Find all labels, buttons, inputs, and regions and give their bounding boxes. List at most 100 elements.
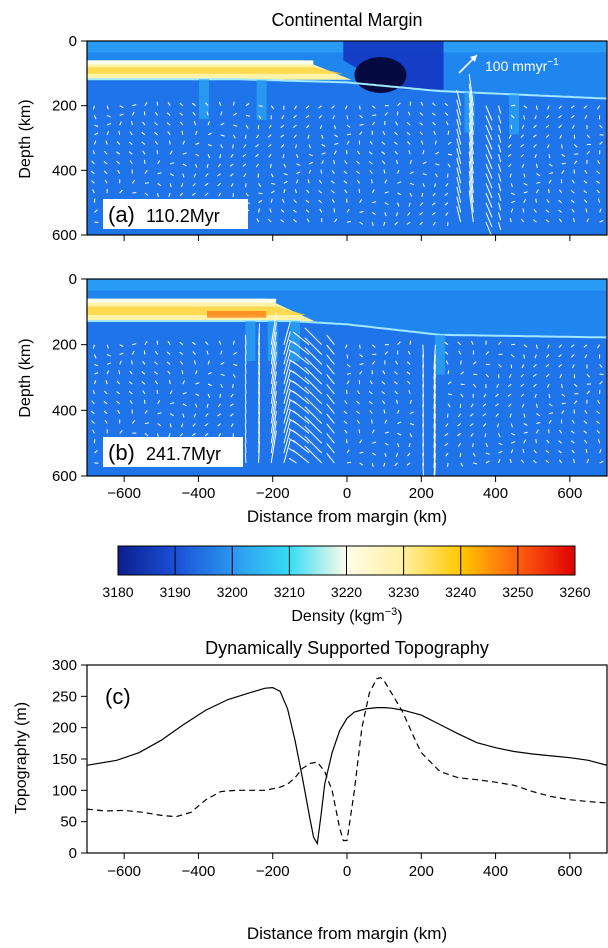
velocity-arrow xyxy=(292,380,310,395)
velocity-arrow xyxy=(456,186,462,203)
velocity-arrow xyxy=(384,419,388,424)
velocity-arrow xyxy=(432,121,436,126)
velocity-arrow xyxy=(144,432,149,437)
velocity-arrow xyxy=(206,403,209,408)
velocity-arrow xyxy=(244,383,247,394)
velocity-arrow xyxy=(548,419,552,424)
velocity-arrow xyxy=(422,423,424,437)
velocity-arrow xyxy=(482,423,487,427)
velocity-arrow xyxy=(507,144,512,148)
velocity-arrow xyxy=(304,386,323,405)
velocity-arrow xyxy=(204,432,209,437)
velocity-arrow xyxy=(292,420,310,434)
velocity-arrow xyxy=(232,384,234,389)
velocity-arrow xyxy=(344,105,348,110)
velocity-arrow xyxy=(220,111,223,116)
velocity-arrow xyxy=(179,360,184,365)
velocity-arrow xyxy=(395,121,398,126)
velocity-arrow xyxy=(154,122,158,126)
velocity-arrow xyxy=(445,212,449,216)
velocity-arrow xyxy=(258,441,260,463)
velocity-arrow xyxy=(304,327,323,346)
velocity-arrow xyxy=(205,341,209,346)
velocity-arrow xyxy=(242,153,247,158)
velocity-arrow xyxy=(321,152,326,155)
velocity-arrow xyxy=(508,403,512,408)
velocity-arrow xyxy=(206,350,209,355)
velocity-arrow xyxy=(92,429,95,434)
velocity-arrow xyxy=(383,221,386,226)
velocity-arrow xyxy=(533,124,537,129)
velocity-arrow xyxy=(598,198,601,203)
velocity-arrow xyxy=(296,179,299,184)
velocity-arrow xyxy=(295,144,297,149)
velocity-arrow xyxy=(170,402,175,405)
velocity-arrow xyxy=(523,182,528,186)
velocity-arrow xyxy=(445,423,449,427)
velocity-arrow xyxy=(583,180,588,184)
velocity-arrow xyxy=(596,189,600,194)
velocity-arrow xyxy=(434,140,437,145)
velocity-arrow xyxy=(422,443,424,457)
velocity-arrow xyxy=(192,351,196,355)
velocity-arrow xyxy=(326,403,335,414)
y-tick-label: 0 xyxy=(69,33,77,50)
velocity-arrow xyxy=(230,153,234,158)
velocity-arrow xyxy=(346,449,350,454)
velocity-arrow xyxy=(469,413,474,417)
velocity-arrow xyxy=(372,201,377,204)
velocity-arrow xyxy=(447,393,453,396)
craton-dense-core xyxy=(87,306,307,316)
velocity-arrow xyxy=(368,161,373,165)
velocity-arrow xyxy=(142,150,146,155)
velocity-arrow xyxy=(294,105,297,110)
velocity-arrow xyxy=(182,392,187,395)
velocity-arrow xyxy=(179,121,184,126)
velocity-arrow xyxy=(523,115,525,120)
velocity-arrow xyxy=(558,354,563,358)
velocity-arrow xyxy=(255,153,259,158)
velocity-arrow xyxy=(331,199,335,203)
velocity-arrow xyxy=(207,154,211,159)
y-tick-label: 300 xyxy=(52,657,77,674)
velocity-arrow xyxy=(521,124,525,129)
velocity-arrow xyxy=(179,432,184,437)
velocity-arrow xyxy=(267,144,272,148)
velocity-arrow xyxy=(157,412,162,415)
velocity-arrow xyxy=(422,364,424,378)
velocity-arrow xyxy=(599,449,602,454)
velocity-arrow xyxy=(119,105,124,109)
velocity-arrow xyxy=(268,124,272,129)
velocity-arrow xyxy=(523,354,525,359)
velocity-arrow xyxy=(583,420,588,424)
velocity-arrow xyxy=(419,112,424,116)
x-tick-label: −600 xyxy=(107,485,141,502)
x-tick-label: −600 xyxy=(107,863,141,880)
velocity-arrow xyxy=(522,448,525,454)
velocity-arrow xyxy=(307,179,310,184)
lithospheric-drip xyxy=(245,321,256,362)
velocity-arrow xyxy=(545,115,550,119)
velocity-arrow xyxy=(346,363,351,368)
velocity-arrow xyxy=(333,218,338,223)
velocity-arrow xyxy=(192,423,196,427)
velocity-arrow xyxy=(207,372,212,375)
velocity-arrow xyxy=(296,171,301,175)
velocity-arrow xyxy=(281,115,285,120)
velocity-arrow xyxy=(368,391,373,395)
velocity-arrow xyxy=(294,188,297,194)
velocity-arrow xyxy=(472,383,477,388)
velocity-arrow xyxy=(207,383,212,387)
velocity-arrow xyxy=(548,179,552,184)
velocity-arrow xyxy=(191,341,196,346)
velocity-arrow xyxy=(330,190,335,194)
velocity-arrow xyxy=(283,380,291,404)
velocity-arrow xyxy=(292,400,310,414)
velocity-arrow xyxy=(118,370,121,375)
x-tick-label: 600 xyxy=(557,485,582,502)
velocity-arrow xyxy=(181,183,184,188)
velocity-arrow xyxy=(116,141,121,145)
velocity-arrow xyxy=(330,180,335,184)
velocity-arrow xyxy=(169,140,171,145)
